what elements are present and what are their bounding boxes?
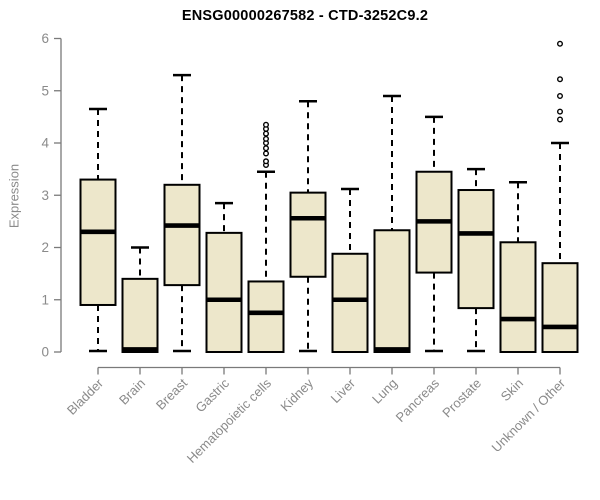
iqr-box [373,229,411,354]
boxplot-unknown-other [541,40,579,353]
boxplot-prostate [457,167,495,353]
iqr-box [79,178,117,306]
boxplot-pancreas [415,115,453,353]
x-tick-label-kidney: Kidney [277,375,316,414]
y-tick-label: 1 [41,292,49,307]
x-tick-label-skin: Skin [498,376,526,404]
iqr-box [205,231,243,353]
boxplot-kidney [289,99,327,353]
iqr-box [541,262,579,353]
boxplot-gastric [205,201,243,353]
boxplot-brain [121,246,159,354]
x-tick-label-gastric: Gastric [192,375,232,415]
iqr-box [457,189,495,310]
x-tick-label-lung: Lung [369,376,400,407]
boxplot-lung [373,94,411,354]
x-tick-label-breast: Breast [153,375,190,412]
outlier-point [263,121,270,128]
outlier-point [263,158,270,165]
y-tick-label: 0 [41,345,49,360]
boxplot-skin [499,180,537,353]
y-tick-label: 5 [41,83,49,98]
y-tick-label: 6 [41,31,49,46]
y-tick-label: 4 [41,136,49,151]
boxplot-liver [331,187,369,354]
outlier-point [557,40,564,47]
x-tick-label-brain: Brain [116,376,148,408]
iqr-box [247,280,285,353]
x-tick-label-prostate: Prostate [439,376,484,421]
outlier-point [557,108,564,115]
boxplot-bladder [79,107,117,353]
outlier-point [557,76,564,83]
iqr-box [331,252,369,354]
x-tick-label-unknown-other: Unknown / Other [489,375,569,455]
outlier-point [557,116,564,123]
iqr-box [163,183,201,287]
x-tick-label-bladder: Bladder [64,375,107,418]
y-tick-label: 3 [41,188,49,203]
y-tick-label: 2 [41,240,49,255]
iqr-box [121,277,159,354]
x-tick-label-liver: Liver [328,375,359,406]
outlier-point [263,145,270,152]
chart-title: ENSG00000267582 - CTD-3252C9.2 [181,8,429,24]
iqr-box [289,191,327,278]
x-tick-label-pancreas: Pancreas [393,375,443,425]
outlier-point [263,130,270,137]
boxplot-hematopoietic-cells [247,121,285,353]
outlier-point [263,135,270,142]
outlier-point [557,92,564,99]
outlier-point [263,150,270,157]
boxplot-breast [163,73,201,353]
iqr-box [499,241,537,353]
